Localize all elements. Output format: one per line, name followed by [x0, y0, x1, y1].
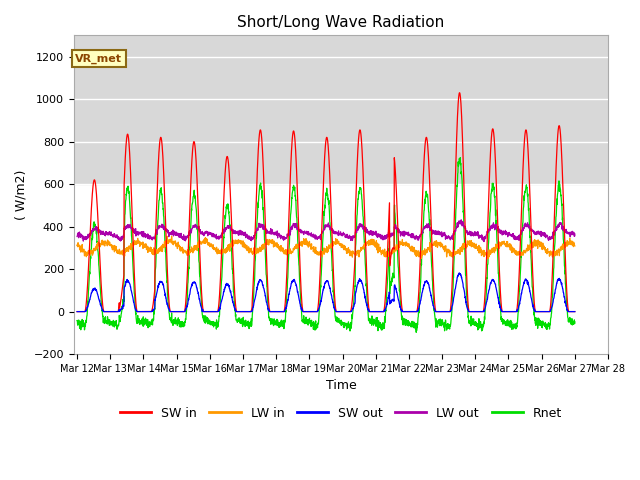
Text: VR_met: VR_met — [76, 53, 122, 64]
X-axis label: Time: Time — [326, 379, 356, 392]
Y-axis label: ( W/m2): ( W/m2) — [15, 169, 28, 220]
Title: Short/Long Wave Radiation: Short/Long Wave Radiation — [237, 15, 445, 30]
Bar — [74, 36, 608, 184]
Legend: SW in, LW in, SW out, LW out, Rnet: SW in, LW in, SW out, LW out, Rnet — [115, 402, 567, 425]
